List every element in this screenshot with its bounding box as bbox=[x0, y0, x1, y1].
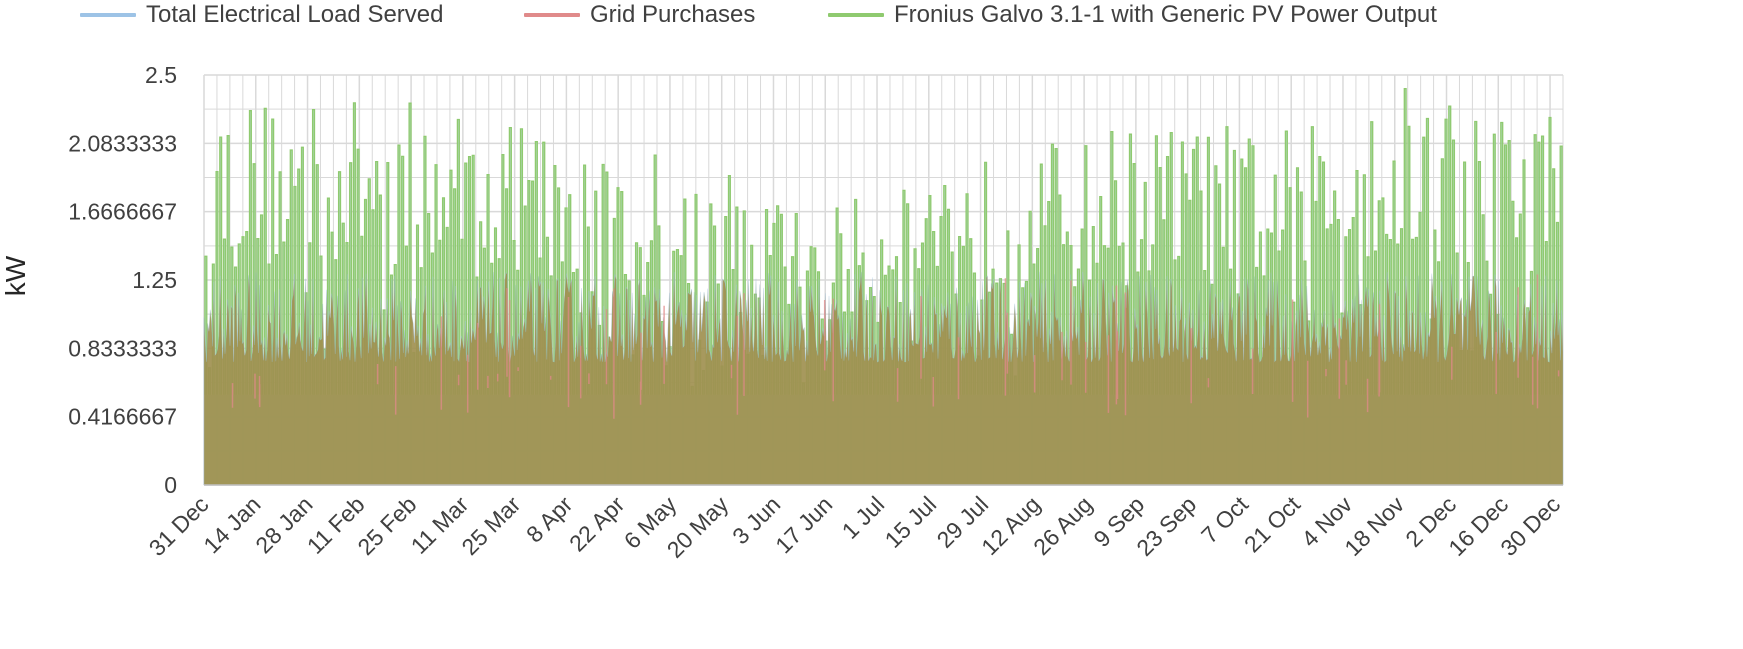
x-tick-label: 31 Dec bbox=[144, 491, 214, 561]
x-tick-label: 25 Mar bbox=[456, 491, 525, 560]
x-tick-label: 30 Dec bbox=[1495, 491, 1565, 561]
y-tick-label: 1.6666667 bbox=[68, 199, 177, 225]
legend-label-grid: Grid Purchases bbox=[590, 1, 756, 28]
legend-swatch-pv bbox=[828, 13, 884, 17]
x-tick-label: 25 Feb bbox=[352, 491, 421, 560]
x-tick-label: 14 Jan bbox=[198, 491, 265, 558]
x-tick-label: 18 Nov bbox=[1339, 491, 1409, 561]
load-area bbox=[203, 271, 1564, 486]
grid-purchases-series bbox=[231, 274, 1560, 419]
legend-item-pv[interactable]: Fronius Galvo 3.1-1 with Generic PV Powe… bbox=[828, 0, 1437, 30]
legend-swatch-load bbox=[80, 13, 136, 17]
legend-label-pv: Fronius Galvo 3.1-1 with Generic PV Powe… bbox=[894, 1, 1437, 28]
x-tick-label: 23 Sep bbox=[1131, 491, 1201, 561]
y-tick-labels: 0 0.4166667 0.8333333 1.25 1.6666667 2.083333… bbox=[68, 62, 177, 498]
x-tick-label: 15 Jul bbox=[880, 491, 942, 553]
x-tick-label: 28 Jan bbox=[250, 491, 317, 558]
y-tick-label: 2.5 bbox=[145, 62, 177, 88]
x-tick-label: 17 Jun bbox=[770, 491, 837, 558]
x-tick-label: 22 Apr bbox=[564, 491, 630, 557]
load-series bbox=[203, 271, 1564, 486]
pv-outline bbox=[204, 87, 1563, 395]
y-tick-label: 2.0833333 bbox=[68, 130, 177, 156]
legend: Total Electrical Load Served Grid Purcha… bbox=[0, 0, 1743, 30]
y-tick-label: 1.25 bbox=[132, 267, 177, 293]
legend-label-load: Total Electrical Load Served bbox=[146, 1, 444, 28]
x-tick-label: 26 Aug bbox=[1028, 491, 1097, 560]
grid-purchases-spikes bbox=[231, 274, 1560, 419]
legend-swatch-grid bbox=[524, 13, 580, 17]
y-tick-label: 0.8333333 bbox=[68, 335, 177, 361]
y-tick-label: 0.4166667 bbox=[68, 404, 177, 430]
legend-item-load[interactable]: Total Electrical Load Served bbox=[80, 0, 444, 30]
legend-item-grid[interactable]: Grid Purchases bbox=[524, 0, 755, 30]
y-axis-label: kW bbox=[0, 255, 31, 296]
x-tick-label: 21 Oct bbox=[1239, 491, 1306, 558]
y-tick-label: 0 bbox=[164, 472, 177, 498]
